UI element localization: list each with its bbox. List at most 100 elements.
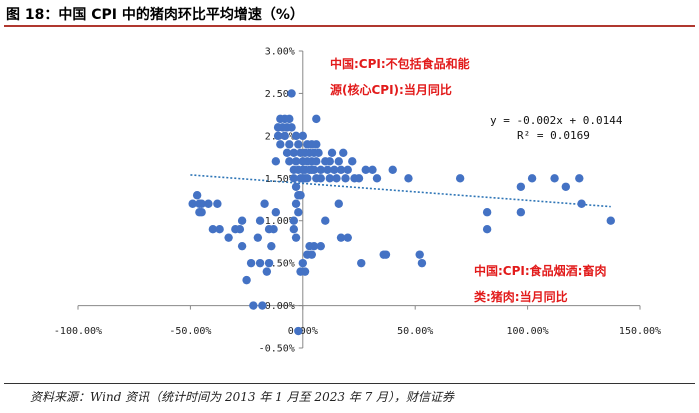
data-point	[321, 216, 330, 225]
data-point	[312, 157, 321, 166]
data-point	[224, 233, 233, 242]
x-tick-label: 0.00%	[288, 326, 318, 337]
data-point	[323, 165, 332, 174]
data-point	[343, 165, 352, 174]
data-point	[368, 165, 377, 174]
data-point	[298, 131, 307, 141]
data-point	[415, 250, 424, 259]
series-annotation-line: 源(核心CPI):当月同比	[330, 82, 452, 97]
data-point	[550, 174, 559, 183]
data-point	[273, 131, 283, 141]
y-tick-label: 0.00%	[265, 301, 295, 312]
data-point	[213, 199, 222, 208]
data-point	[289, 148, 299, 158]
data-point	[606, 216, 615, 225]
data-point	[291, 131, 301, 141]
data-point	[235, 225, 245, 234]
data-point	[455, 174, 465, 183]
data-point	[262, 267, 272, 276]
data-point	[354, 174, 364, 183]
data-point	[271, 208, 281, 217]
data-point	[204, 199, 213, 208]
series-annotation-line: 中国:CPI:不包括食品和能	[330, 56, 470, 71]
data-point	[327, 148, 337, 158]
data-point	[325, 174, 334, 183]
data-point	[215, 225, 224, 234]
data-point	[316, 241, 325, 251]
data-point	[307, 250, 316, 259]
data-point	[336, 233, 346, 242]
x-tick-label: -100.00%	[54, 326, 102, 337]
data-point	[294, 326, 303, 336]
data-point	[269, 225, 278, 234]
data-point	[267, 241, 276, 251]
data-point	[575, 174, 584, 183]
data-point	[482, 225, 492, 234]
series-annotation-line: 类:猪肉:当月同比	[474, 289, 568, 304]
data-point	[287, 123, 296, 132]
data-point	[249, 301, 258, 310]
data-point	[334, 157, 343, 166]
data-point	[289, 216, 299, 225]
data-point	[291, 233, 301, 242]
data-point	[332, 174, 341, 183]
data-point	[197, 199, 206, 208]
data-point	[285, 114, 294, 124]
data-point	[516, 208, 526, 217]
data-point	[285, 140, 294, 149]
data-point	[282, 148, 292, 158]
data-point	[294, 140, 303, 149]
data-point	[303, 174, 312, 183]
data-point	[291, 182, 301, 191]
y-tick-label: -0.50%	[259, 344, 295, 355]
data-point	[253, 233, 263, 242]
x-tick-label: -50.00%	[169, 326, 211, 337]
source-rule	[4, 383, 695, 384]
data-point	[339, 148, 348, 158]
data-point	[404, 174, 413, 183]
source-note: 资料来源：Wind 资讯（统计时间为 2013 年 1 月至 2023 年 7 …	[30, 390, 455, 404]
trendline-equation: y = -0.002x + 0.0144	[490, 114, 623, 127]
data-point	[417, 258, 427, 268]
data-point	[336, 165, 346, 174]
data-point	[316, 174, 325, 183]
data-point	[260, 199, 269, 208]
data-point	[357, 258, 366, 268]
data-point	[482, 208, 492, 217]
data-point	[516, 182, 526, 191]
data-point	[276, 140, 285, 149]
data-point	[309, 241, 319, 251]
data-point	[255, 258, 265, 268]
y-tick-label: 1.50%	[265, 174, 295, 185]
series-annotation-line: 中国:CPI:食品烟酒:畜肉	[474, 263, 606, 278]
data-point	[271, 157, 281, 166]
data-point	[334, 199, 343, 208]
data-point	[361, 165, 370, 174]
data-point	[291, 199, 301, 208]
data-point	[300, 267, 310, 276]
data-point	[312, 140, 321, 149]
chart-title: 图 18：中国 CPI 中的猪肉环比平均增速（%）	[6, 7, 304, 23]
x-tick-label: 50.00%	[397, 326, 433, 337]
data-point	[527, 174, 537, 183]
data-point	[330, 165, 339, 174]
data-point	[312, 114, 321, 124]
data-point	[388, 165, 397, 174]
trendline-r-squared: R² = 0.0169	[517, 129, 590, 142]
y-tick-label: 3.00%	[265, 47, 295, 58]
data-point	[294, 208, 303, 217]
y-tick-label: 1.00%	[265, 216, 295, 227]
y-tick-label: 2.50%	[265, 89, 295, 100]
data-point	[343, 233, 352, 242]
data-point	[298, 258, 307, 268]
data-point	[208, 225, 218, 234]
data-point	[309, 165, 319, 174]
data-point	[258, 301, 267, 310]
data-point	[561, 182, 571, 191]
trendline	[190, 174, 611, 208]
data-point	[381, 250, 391, 259]
data-point	[237, 241, 247, 251]
data-point	[264, 258, 274, 268]
data-point	[287, 89, 296, 98]
